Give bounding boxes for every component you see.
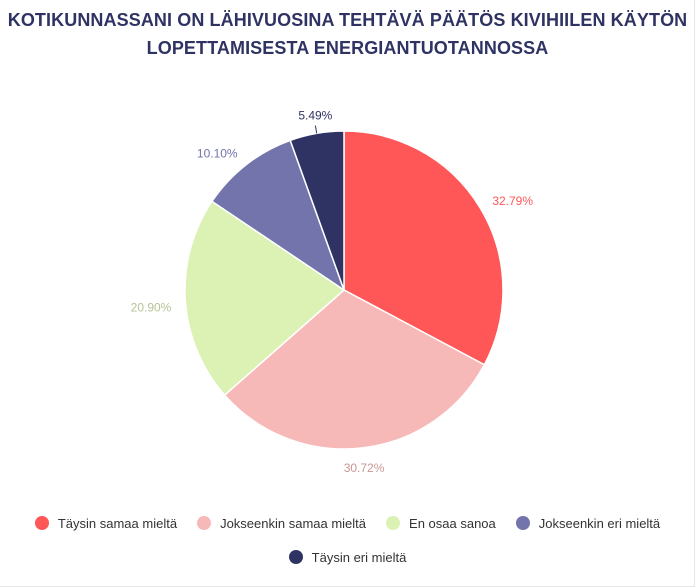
legend-label: Täysin eri mieltä [311,549,407,565]
legend-label: Jokseenkin eri mieltä [538,515,661,531]
legend-swatch-icon [197,516,212,530]
slice-label-en-osaa-sanoa: 20.90% [131,300,172,314]
pie-slice-taysin-samaa-mielta [343,130,504,366]
legend-row: Täysin eri mieltä [0,542,695,572]
legend-swatch-icon [288,550,303,564]
pie-slice-en-osaa-sanoa [184,200,345,396]
chart-title-line-2: LOPETTAMISESTA ENERGIANTUOTANNOSSA [146,38,549,58]
legend-item-taysin-samaa-mielta[interactable]: Täysin samaa mieltä [34,515,178,531]
chart-title-line-1: KOTIKUNNASSANI ON LÄHIVUOSINA TEHTÄVÄ PÄ… [7,10,688,30]
slice-label-taysin-eri-mielta: 5.49% [298,108,332,122]
chart-legend: Täysin samaa mieltä Jokseenkin samaa miel… [0,508,695,572]
legend-row: Täysin samaa mieltä Jokseenkin samaa miel… [0,508,695,538]
legend-label: Täysin samaa mieltä [57,515,178,531]
slice-label-taysin-samaa-mielta: 32.79% [492,194,533,208]
legend-item-jokseenkin-samaa-mielta[interactable]: Jokseenkin samaa mieltä [197,516,366,531]
slice-label-jokseenkin-samaa-mielta: 30.72% [344,461,385,475]
legend-label: Jokseenkin samaa mieltä [220,515,367,531]
legend-item-en-osaa-sanoa[interactable]: En osaa sanoa [386,516,496,531]
pie-slice-jokseenkin-eri-mielta [211,139,345,291]
legend-item-jokseenkin-eri-mielta[interactable]: Jokseenkin eri mieltä [515,515,661,531]
legend-swatch-icon [34,516,49,530]
legend-label: En osaa sanoa [409,515,496,531]
legend-swatch-icon [386,516,401,530]
pie-labels: 32.79% 30.72% 20.90% 10.10% 5.49% [131,108,534,474]
pie-slice-jokseenkin-samaa-mielta [223,289,486,450]
chart-title: KOTIKUNNASSANI ON LÄHIVUOSINA TEHTÄVÄ PÄ… [0,6,695,62]
slice-leader-taysin-eri-mielta [314,125,318,134]
slice-label-jokseenkin-eri-mielta: 10.10% [197,147,238,161]
legend-swatch-icon [515,516,530,530]
pie-slices [184,130,504,450]
legend-item-taysin-eri-mielta[interactable]: Täysin eri mieltä [288,549,407,565]
